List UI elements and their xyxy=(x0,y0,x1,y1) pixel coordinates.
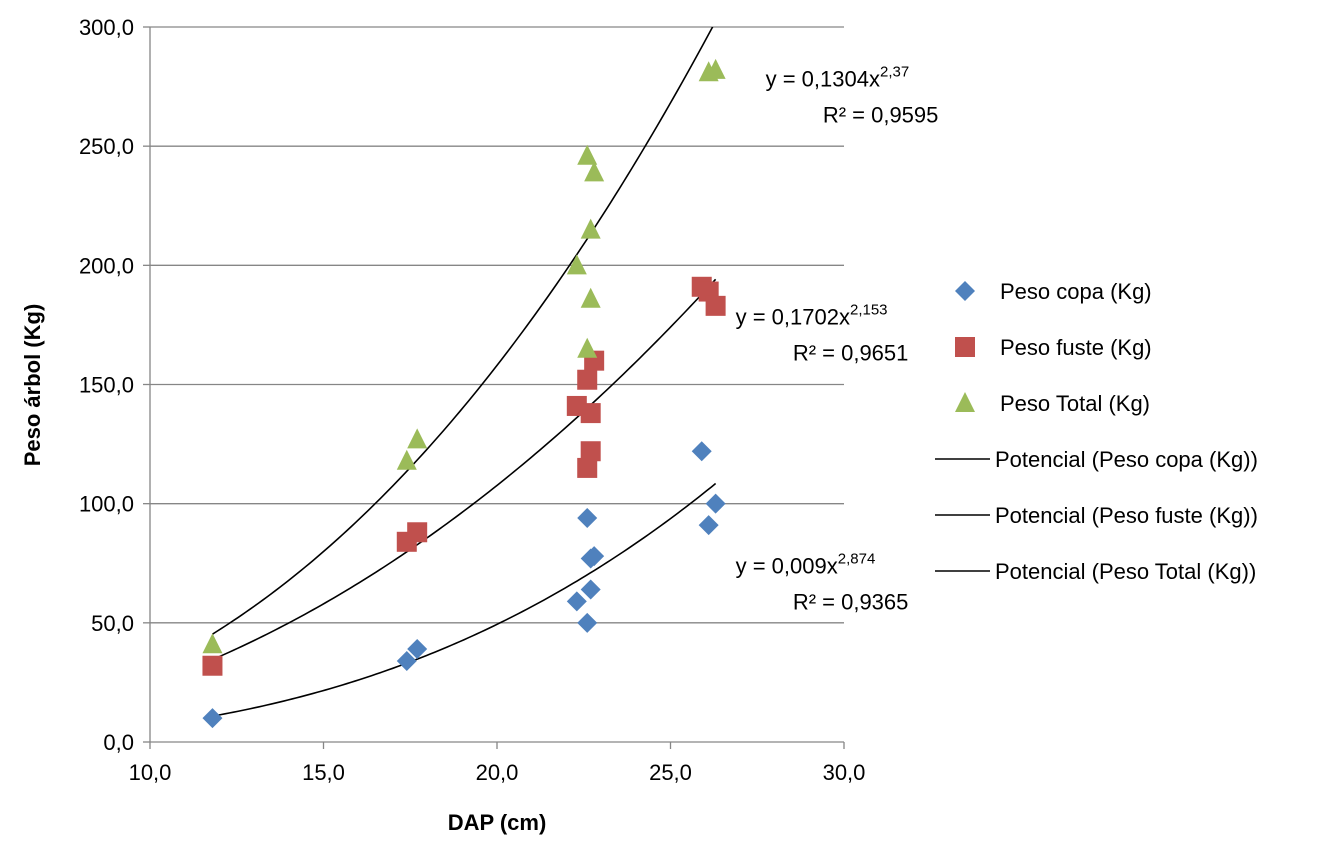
data-point xyxy=(577,144,598,165)
data-point xyxy=(396,650,417,671)
equation-exponent: 2,153 xyxy=(850,301,888,318)
data-point xyxy=(202,708,223,729)
data-point xyxy=(580,403,601,424)
y-axis-title: Peso árbol (Kg) xyxy=(20,304,45,467)
y-tick-label: 200,0 xyxy=(79,253,134,278)
legend-label: Peso Total (Kg) xyxy=(1000,391,1150,416)
data-point xyxy=(407,639,428,660)
y-tick-label: 300,0 xyxy=(79,15,134,40)
data-point xyxy=(580,218,601,239)
data-point xyxy=(202,655,223,676)
legend-label: Potencial (Peso Total (Kg)) xyxy=(995,559,1256,584)
y-tick-label: 0,0 xyxy=(103,730,134,755)
r2-label: R² = 0,9651 xyxy=(793,340,909,365)
legend-label: Potencial (Peso copa (Kg)) xyxy=(995,447,1258,472)
data-point xyxy=(396,449,417,470)
equation-exponent: 2,37 xyxy=(880,63,909,80)
data-point xyxy=(566,591,587,612)
legend-label: Peso copa (Kg) xyxy=(1000,279,1152,304)
data-point xyxy=(580,579,601,600)
gridlines xyxy=(150,26,844,624)
trendline xyxy=(212,27,714,635)
x-tick-label: 30,0 xyxy=(823,760,866,785)
trendlines xyxy=(212,27,717,717)
data-point xyxy=(566,254,587,275)
y-tick-label: 250,0 xyxy=(79,134,134,159)
data-point xyxy=(577,369,598,390)
x-tick-label: 10,0 xyxy=(129,760,172,785)
data-point xyxy=(407,428,428,449)
legend-marker xyxy=(955,392,975,412)
y-tick-label: 100,0 xyxy=(79,492,134,517)
data-point xyxy=(577,612,598,633)
legend: Peso copa (Kg) Peso fuste (Kg) Peso Total … xyxy=(935,279,1258,584)
data-point xyxy=(407,522,428,543)
equation-labels: y = 0,009x2,874 R² = 0,9365 y = 0,1702x2,1… xyxy=(736,63,939,614)
r2-label: R² = 0,9595 xyxy=(823,102,939,127)
equation-label: y = 0,1304x2,37 xyxy=(766,63,910,91)
data-point xyxy=(580,287,601,308)
x-axis-title: DAP (cm) xyxy=(448,810,547,835)
y-tick-label: 150,0 xyxy=(79,373,134,398)
x-tick-label: 25,0 xyxy=(649,760,692,785)
equation-exponent: 2,874 xyxy=(838,551,876,568)
data-point xyxy=(577,457,598,478)
data-point xyxy=(202,633,223,654)
x-tick-label: 20,0 xyxy=(476,760,519,785)
data-point xyxy=(577,337,598,358)
data-point xyxy=(705,58,726,79)
data-point xyxy=(691,441,712,462)
x-tick-label: 15,0 xyxy=(302,760,345,785)
data-point xyxy=(698,515,719,536)
data-points xyxy=(202,58,726,729)
legend-marker xyxy=(955,281,975,301)
legend-label: Peso fuste (Kg) xyxy=(1000,335,1152,360)
trendline xyxy=(212,482,717,717)
data-point xyxy=(584,546,605,567)
r2-label: R² = 0,9365 xyxy=(793,590,909,615)
y-tick-label: 50,0 xyxy=(91,611,134,636)
equation-label: y = 0,009x2,874 xyxy=(736,551,876,579)
data-point xyxy=(705,295,726,316)
data-point xyxy=(577,507,598,528)
data-point xyxy=(705,493,726,514)
data-point xyxy=(580,441,601,462)
legend-marker xyxy=(955,337,975,357)
data-point xyxy=(584,161,605,182)
equation-label: y = 0,1702x2,153 xyxy=(736,301,888,329)
axes: 0,0 50,0 100,0 150,0 200,0 250,0 300,0 10,0 15,0… xyxy=(79,15,865,785)
trendline xyxy=(212,278,717,661)
legend-label: Potencial (Peso fuste (Kg)) xyxy=(995,503,1258,528)
